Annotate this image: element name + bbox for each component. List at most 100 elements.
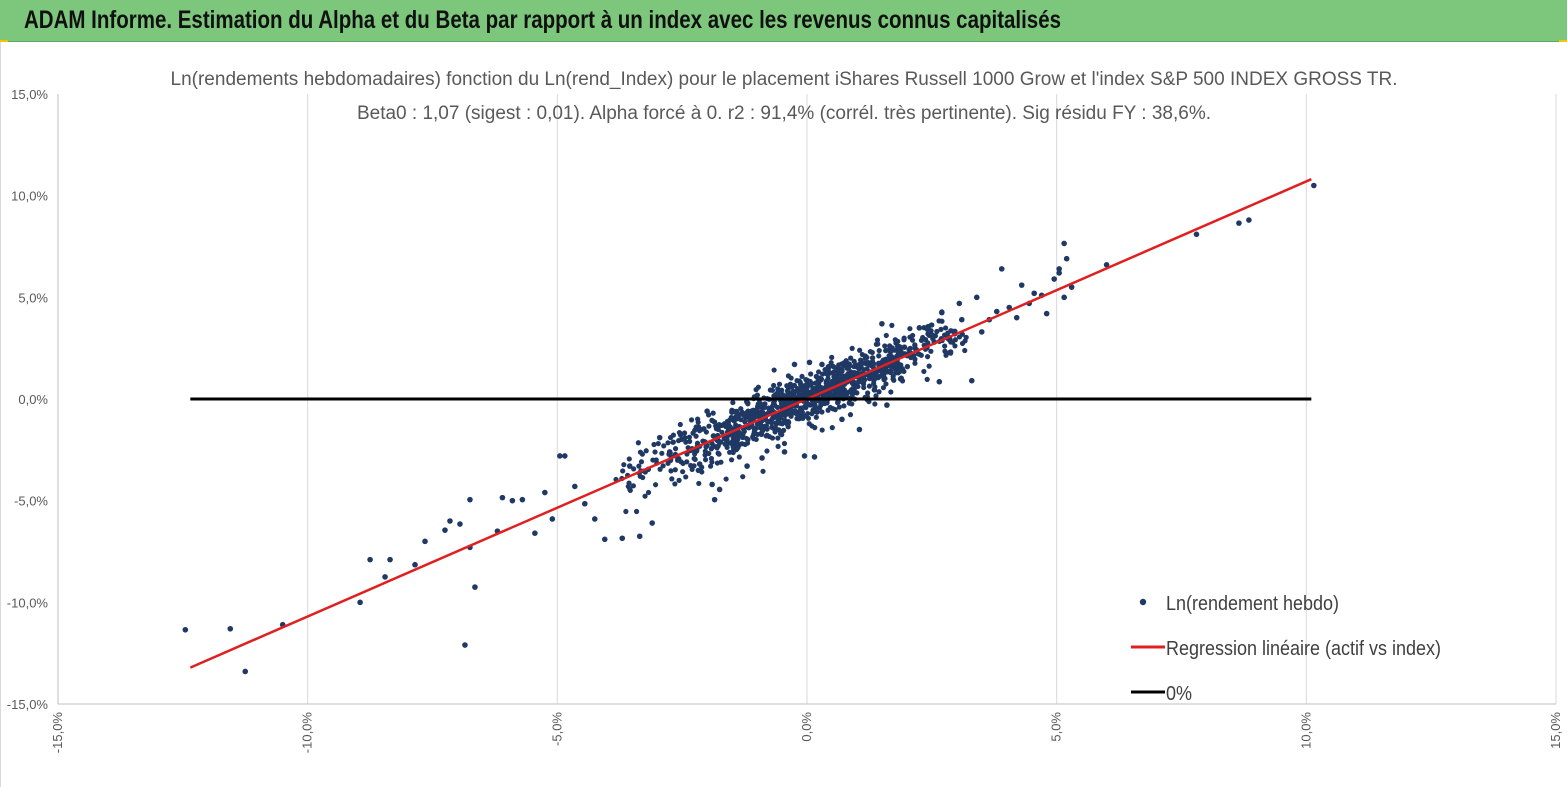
scatter-point xyxy=(657,466,663,472)
scatter-point xyxy=(819,361,825,368)
scatter-point xyxy=(851,363,857,370)
y-tick-label: 15,0% xyxy=(11,87,48,102)
scatter-point xyxy=(709,459,715,465)
scatter-point xyxy=(1051,276,1057,282)
report-header: ADAM Informe. Estimation du Alpha et du … xyxy=(0,0,1567,42)
scatter-point xyxy=(791,389,797,395)
scatter-point xyxy=(822,400,828,407)
scatter-points xyxy=(182,182,1317,675)
scatter-point xyxy=(781,440,788,447)
x-tick-label: 10,0% xyxy=(1298,712,1313,749)
scatter-point xyxy=(846,400,853,406)
scatter-point xyxy=(883,332,889,339)
scatter-point xyxy=(803,381,810,387)
scatter-point xyxy=(519,496,526,503)
scatter-point xyxy=(633,508,640,515)
scatter-point xyxy=(904,363,910,370)
scatter-point xyxy=(572,483,578,490)
scatter-point xyxy=(874,337,881,343)
scatter-point xyxy=(717,439,724,445)
scatter-point xyxy=(672,446,679,452)
scatter-point xyxy=(740,432,746,438)
scatter-point xyxy=(684,459,690,465)
scatter-point xyxy=(916,325,923,331)
scatter-point xyxy=(442,527,448,533)
scatter-point xyxy=(1056,266,1062,272)
chart-title-line-2: Beta0 : 1,07 (sigest : 0,01). Alpha forc… xyxy=(357,103,1211,124)
scatter-point xyxy=(1236,220,1242,226)
scatter-point xyxy=(739,441,745,447)
scatter-point xyxy=(901,368,907,375)
scatter-point xyxy=(968,377,975,384)
scatter-point xyxy=(700,426,706,432)
scatter-point xyxy=(591,516,598,522)
scatter-point xyxy=(686,434,693,440)
scatter-point xyxy=(704,408,710,415)
scatter-point xyxy=(844,365,850,371)
scatter-point xyxy=(619,535,626,542)
scatter-point xyxy=(812,425,818,431)
scatter-point xyxy=(838,361,845,367)
scatter-point xyxy=(879,358,886,365)
scatter-point xyxy=(742,419,748,425)
scatter-point xyxy=(724,437,730,443)
scatter-point xyxy=(858,378,864,385)
scatter-point xyxy=(924,326,930,332)
scatter-point xyxy=(711,418,717,425)
scatter-point xyxy=(769,416,775,422)
scatter-point xyxy=(978,329,985,335)
scatter-point xyxy=(532,530,538,536)
scatter-point xyxy=(819,371,826,377)
scatter-point xyxy=(813,414,819,420)
scatter-point xyxy=(956,334,963,340)
scatter-point xyxy=(620,468,626,474)
scatter-point xyxy=(623,508,629,515)
scatter-point xyxy=(696,461,703,467)
scatter-point xyxy=(708,463,714,469)
scatter-point xyxy=(896,343,902,350)
scatter-point xyxy=(825,365,832,372)
scatter-point xyxy=(467,496,473,503)
scatter-point xyxy=(773,420,779,426)
scatter-point xyxy=(760,468,766,474)
scatter-point xyxy=(873,393,879,399)
scatter-point xyxy=(677,432,684,438)
scatter-point xyxy=(782,412,788,418)
scatter-point xyxy=(993,308,1000,315)
scatter-point xyxy=(672,481,678,487)
scatter-point xyxy=(895,338,901,345)
series-lines xyxy=(189,178,1312,669)
scatter-point xyxy=(690,430,696,436)
scatter-point xyxy=(895,349,901,355)
scatter-point xyxy=(875,341,881,347)
scatter-point xyxy=(636,533,643,540)
scatter-point xyxy=(760,428,766,434)
scatter-point xyxy=(909,337,916,343)
scatter-point xyxy=(945,330,951,336)
scatter-point xyxy=(637,449,644,455)
scatter-point xyxy=(829,425,835,431)
scatter-point xyxy=(912,345,918,352)
scatter-point xyxy=(761,405,767,411)
scatter-point xyxy=(884,402,890,408)
scatter-point xyxy=(472,584,478,590)
scatter-point xyxy=(910,332,916,339)
scatter-point xyxy=(668,468,674,474)
scatter-point xyxy=(775,435,781,441)
scatter-point xyxy=(871,380,877,387)
scatter-point xyxy=(695,416,701,422)
scatter-point xyxy=(876,348,882,354)
scatter-point xyxy=(387,556,393,563)
scatter-point xyxy=(745,436,751,443)
scatter-point xyxy=(1193,231,1200,238)
scatter-point xyxy=(952,343,958,349)
scatter-point xyxy=(907,326,913,332)
axes xyxy=(57,94,1557,705)
y-tick-label: 0,0% xyxy=(18,392,48,407)
scatter-point xyxy=(798,381,804,387)
scatter-point xyxy=(678,459,684,465)
scatter-point xyxy=(1063,255,1070,262)
scatter-point xyxy=(1018,282,1025,288)
scatter-point xyxy=(785,373,792,379)
scatter-point xyxy=(447,518,453,524)
